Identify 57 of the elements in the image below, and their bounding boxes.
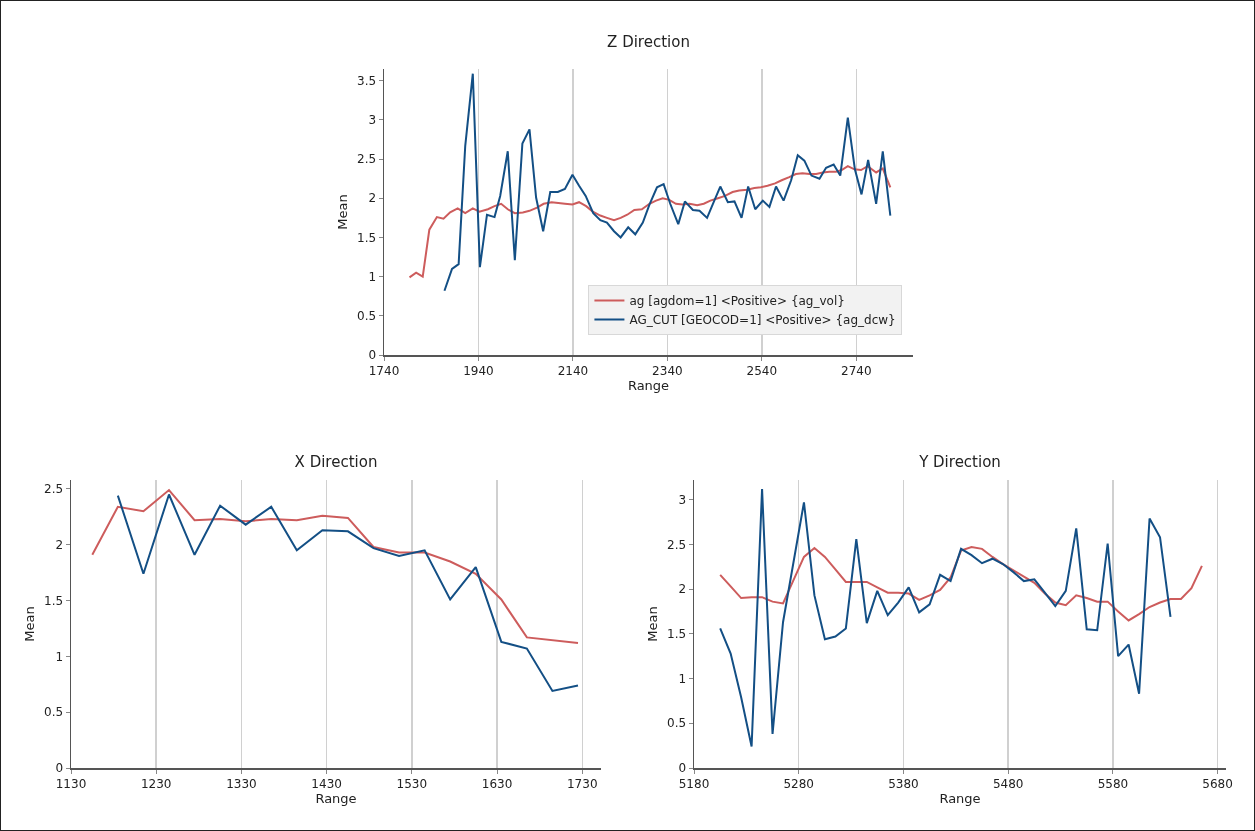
- chart-title: Z Direction: [607, 32, 690, 51]
- chart-title: X Direction: [294, 452, 378, 471]
- x-tick-label: 1430: [311, 776, 342, 791]
- x-tick-label: 5580: [1097, 776, 1129, 791]
- y-axis-title: Mean: [335, 194, 351, 230]
- y-tick-label: 0.5: [357, 309, 377, 324]
- y-tick-label: 0: [368, 348, 377, 363]
- x-tick-label: 1530: [396, 776, 428, 791]
- y-tick-label: 1: [368, 269, 377, 284]
- x-tick-label: 1230: [140, 776, 172, 791]
- y-tick-label: 0: [678, 761, 687, 776]
- y-tick-label: 3: [678, 492, 687, 507]
- y-tick-label: 3: [368, 113, 377, 128]
- y-tick-label: 1.5: [667, 627, 687, 642]
- x-tick-label: 1740: [368, 363, 400, 378]
- y-tick-label: 3.5: [357, 73, 377, 88]
- line-series: [116, 493, 579, 692]
- y-axis-title: Mean: [645, 606, 661, 642]
- line-series: [91, 489, 579, 644]
- x-tick-label: 5180: [678, 776, 710, 791]
- x-tick-label: 1630: [481, 776, 513, 791]
- y-tick-label: 1.5: [44, 593, 64, 608]
- x-axis-title: Range: [315, 791, 357, 807]
- line-series: [719, 546, 1203, 622]
- y-tick-label: 2: [55, 537, 64, 552]
- x-tick-label: 5380: [888, 776, 919, 791]
- x-tick-label: 5480: [992, 776, 1024, 791]
- y-tick-label: 2: [678, 582, 687, 597]
- x-tick-label: 2140: [557, 363, 589, 378]
- legend-label: ag [agdom=1] <Positive> {ag_vol}: [629, 294, 845, 309]
- x-tick-label: 2740: [841, 363, 872, 378]
- line-series: [719, 487, 1172, 748]
- x-axis-title: Range: [939, 791, 981, 807]
- x-tick-label: 2340: [652, 363, 683, 378]
- y-tick-label: 0: [55, 761, 64, 776]
- x-tick-label: 1330: [226, 776, 257, 791]
- x-tick-label: 1130: [55, 776, 87, 791]
- x-tick-label: 5680: [1202, 776, 1233, 791]
- y-tick-label: 0.5: [667, 716, 687, 731]
- legend-label: AG_CUT [GEOCOD=1] <Positive> {ag_dcw}: [629, 313, 896, 328]
- chart-title: Y Direction: [918, 452, 1001, 471]
- y-tick-label: 1: [678, 671, 687, 686]
- y-tick-label: 2.5: [357, 152, 377, 167]
- y-tick-label: 2.5: [44, 482, 64, 497]
- x-axis-title: Range: [627, 378, 670, 394]
- line-series: [443, 72, 892, 292]
- y-tick-label: 2.5: [667, 537, 687, 552]
- y-tick-label: 1: [55, 649, 64, 664]
- x-tick-label: 1940: [463, 363, 494, 378]
- x-tick-label: 1730: [566, 776, 598, 791]
- x-tick-label: 5280: [783, 776, 814, 791]
- y-axis-title: Mean: [22, 606, 38, 642]
- y-tick-label: 0.5: [44, 705, 64, 720]
- y-tick-label: 2: [368, 191, 377, 206]
- x-tick-label: 2540: [746, 363, 778, 378]
- line-series: [408, 165, 892, 279]
- y-tick-label: 1.5: [357, 230, 377, 245]
